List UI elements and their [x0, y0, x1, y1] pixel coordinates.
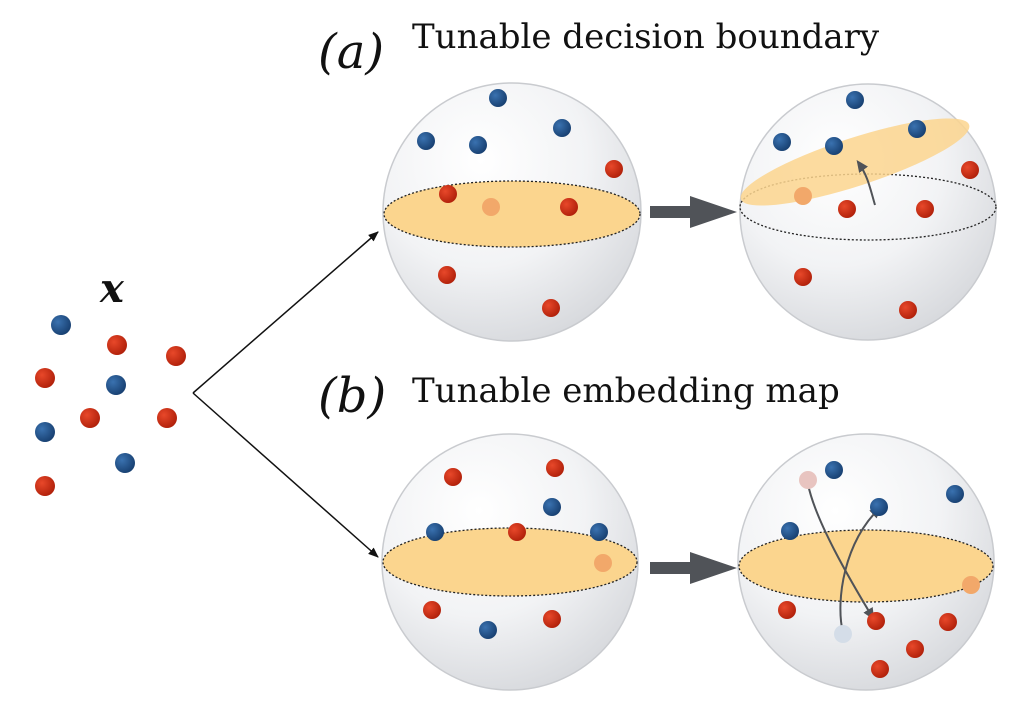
sphere-a-before — [382, 82, 642, 342]
point-blue — [946, 485, 964, 503]
transition-arrow-a — [650, 196, 737, 228]
input-points — [35, 315, 186, 496]
point-red — [542, 299, 560, 317]
point-red — [423, 601, 441, 619]
point-red — [438, 266, 456, 284]
rotation-arrow — [856, 160, 876, 206]
sphere-a-after — [739, 83, 997, 341]
point-red — [35, 476, 55, 496]
point-blue — [825, 137, 843, 155]
point-blue — [773, 133, 791, 151]
point-red — [871, 660, 889, 678]
transition-arrow-b — [650, 552, 737, 584]
point-blue — [870, 498, 888, 516]
point-blue — [489, 89, 507, 107]
point-red — [107, 335, 127, 355]
input-x-symbol: x — [99, 265, 125, 312]
embedding-arrow-up — [839, 506, 882, 634]
point-red — [916, 200, 934, 218]
label-a-letter: (a) — [318, 24, 384, 80]
sphere-b-before — [381, 433, 639, 691]
point-blue — [781, 522, 799, 540]
point-red — [166, 346, 186, 366]
point-blue — [908, 120, 926, 138]
point-red — [35, 368, 55, 388]
point-blue — [35, 422, 55, 442]
point-red — [444, 468, 462, 486]
point-blue — [51, 315, 71, 335]
branch-arrow-a — [192, 231, 379, 394]
point-red — [961, 161, 979, 179]
decision-plane — [738, 529, 994, 603]
point-faded-orange — [962, 576, 980, 594]
point-faded-blue — [834, 625, 852, 643]
decision-plane — [382, 527, 638, 597]
point-blue — [426, 523, 444, 541]
point-red — [899, 301, 917, 319]
point-red — [778, 601, 796, 619]
point-red — [560, 198, 578, 216]
point-blue — [479, 621, 497, 639]
point-blue — [417, 132, 435, 150]
embedding-arrow-down — [807, 483, 875, 621]
decision-plane — [383, 180, 641, 248]
point-red — [867, 612, 885, 630]
label-b-letter: (b) — [318, 368, 386, 424]
point-blue — [106, 375, 126, 395]
point-red — [794, 268, 812, 286]
point-blue — [543, 498, 561, 516]
point-red — [546, 459, 564, 477]
point-red — [605, 160, 623, 178]
point-faded-orange — [594, 554, 612, 572]
point-blue — [115, 453, 135, 473]
rotated-decision-plane — [740, 118, 970, 206]
point-red — [543, 610, 561, 628]
point-red — [439, 185, 457, 203]
sphere-b-after — [737, 433, 995, 691]
point-faded-red — [799, 471, 817, 489]
point-red — [157, 408, 177, 428]
branch-arrow-b — [192, 392, 379, 558]
label-a-title: Tunable decision boundary — [412, 17, 880, 57]
label-b-title: Tunable embedding map — [412, 371, 840, 411]
point-red — [939, 613, 957, 631]
point-blue — [846, 91, 864, 109]
point-faded-orange — [794, 187, 812, 205]
point-blue — [825, 461, 843, 479]
point-red — [838, 200, 856, 218]
point-blue — [590, 523, 608, 541]
point-blue — [469, 136, 487, 154]
point-red — [80, 408, 100, 428]
point-faded-orange — [482, 198, 500, 216]
point-red — [906, 640, 924, 658]
point-red — [508, 523, 526, 541]
point-blue — [553, 119, 571, 137]
